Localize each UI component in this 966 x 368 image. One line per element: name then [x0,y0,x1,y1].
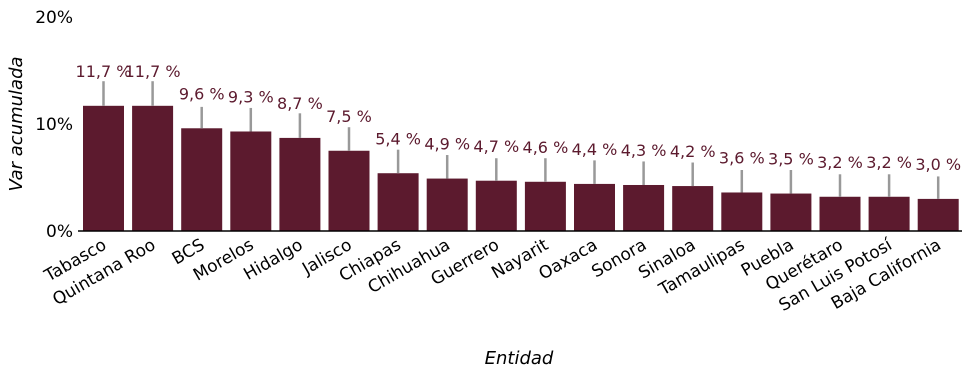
data-label: 11,7 % [76,62,132,81]
bar [770,193,812,231]
data-label: 3,0 % [915,155,961,174]
bar [426,178,468,231]
data-label: 4,3 % [621,141,667,160]
data-label: 3,6 % [719,149,765,168]
data-label: 8,7 % [277,94,323,113]
data-label: 4,4 % [572,140,618,159]
bar [574,183,615,231]
y-tick-label: 0% [46,222,73,242]
bar [524,181,566,231]
bar [83,105,124,231]
bar [328,150,370,231]
data-labels: 11,7 %11,7 % 9,6 % 9,3 % 8,7 %7,5 %5,4 % 4,9… [76,62,962,174]
bar [279,137,321,231]
data-label: 9,3 % [228,88,274,107]
bar [181,128,223,231]
bar [672,186,714,231]
error-bars [102,81,940,199]
data-label: 4,2 % [670,142,716,161]
bar [230,131,272,231]
data-label: 3,2 % [817,153,863,172]
bar [868,196,910,231]
bar [623,184,665,231]
y-axis-title: Var acumulada [6,56,27,191]
x-axis-title: Entidad [485,348,554,368]
data-label: 7,5 % [326,107,372,126]
bars [83,105,959,231]
y-axis-ticks: 0% 10% 20% [35,8,73,242]
data-label: 3,2 % [866,153,912,172]
y-tick-label: 10% [35,115,73,135]
bar [721,192,763,231]
bar [917,198,959,231]
bar [377,173,419,231]
y-tick-label: 20% [35,8,73,28]
data-label: 3,5 % [768,150,814,169]
data-label: 4,9 % [424,135,470,154]
bar [475,180,517,231]
bar [132,105,174,231]
bar [819,196,861,231]
data-label: 4,7 % [473,137,519,156]
data-label: 11,7 % [125,62,181,81]
data-label: 5,4 % [375,129,421,148]
data-label: 4,6 % [523,138,569,157]
data-label: 9,6 % [179,84,225,103]
